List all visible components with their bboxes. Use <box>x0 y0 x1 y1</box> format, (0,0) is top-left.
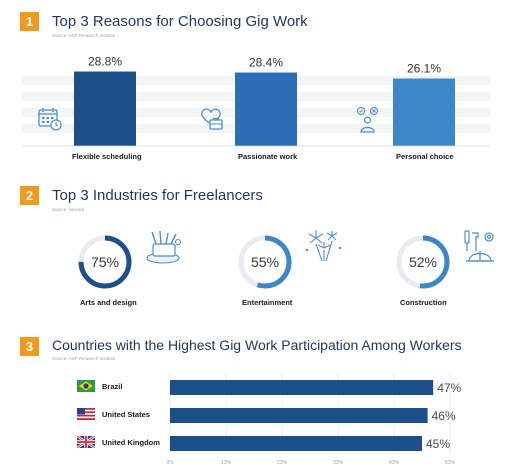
industry-label: Construction <box>400 298 447 307</box>
industry-ring-charts <box>78 235 450 289</box>
ring-arc <box>78 235 132 289</box>
bar-value-label: 28.8% <box>88 55 122 69</box>
country-bar <box>170 380 434 395</box>
bar-value-label: 28.4% <box>249 56 283 70</box>
country-label: United Kingdom <box>102 438 160 447</box>
countries-bar-chart: 0% 10% 20% 30% 40% 50% 47% 46% 45% <box>166 374 462 466</box>
country-label: Brazil <box>102 382 123 391</box>
industry-label: Arts and design <box>80 298 137 307</box>
category-label: Flexible scheduling <box>72 152 142 161</box>
bar-value-label: 47% <box>437 381 461 395</box>
ring-value-label: 52% <box>408 254 438 270</box>
uk-flag-icon <box>77 436 95 448</box>
section-source: Source: ADP Research Institute <box>52 356 116 361</box>
art-supplies-icon <box>146 230 181 264</box>
decision-person-icon <box>356 106 379 133</box>
x-tick-label: 40% <box>389 460 400 466</box>
ring-arc <box>396 235 450 289</box>
reason-bar <box>235 72 297 146</box>
section-source: Source: Upwork <box>52 207 85 212</box>
category-label: Passionate work <box>238 152 298 161</box>
construction-tools-icon <box>464 230 494 262</box>
bar-value-label: 45% <box>426 437 450 451</box>
heart-briefcase-icon <box>201 108 223 130</box>
section-title: Top 3 Industries for Freelancers <box>52 187 263 204</box>
category-label: Personal choice <box>396 152 454 161</box>
ring-value-label: 75% <box>90 254 120 270</box>
section-title: Top 3 Reasons for Choosing Gig Work <box>52 13 308 30</box>
x-tick-label: 20% <box>277 460 288 466</box>
bar-value-label: 46% <box>432 409 456 423</box>
country-label: United States <box>102 410 150 419</box>
x-tick-label: 50% <box>445 460 456 466</box>
section-number-badge: 2 <box>20 186 39 205</box>
x-tick-label: 0% <box>166 460 174 466</box>
section-title: Countries with the Highest Gig Work Part… <box>52 337 462 353</box>
reason-bar <box>393 78 455 146</box>
bar-value-label: 26.1% <box>407 62 441 76</box>
ring-arc <box>238 235 292 289</box>
section-number-badge: 3 <box>20 337 39 356</box>
us-flag-icon <box>77 408 95 420</box>
industry-label: Entertainment <box>242 298 293 307</box>
section-number-badge: 1 <box>20 12 39 31</box>
ring-value-label: 55% <box>250 254 280 270</box>
x-tick-label: 10% <box>221 460 232 466</box>
x-tick-label: 30% <box>333 460 344 466</box>
reasons-bar-chart: 28.8% 28.4% 26.1% <box>22 55 490 147</box>
brazil-flag-icon <box>77 380 95 392</box>
calendar-icon <box>38 108 62 131</box>
section-source: Source: ADP Research Institute <box>52 33 116 38</box>
country-bar <box>170 436 422 451</box>
reason-bar <box>74 71 136 146</box>
country-bar <box>170 408 428 423</box>
fireworks-icon <box>305 230 342 262</box>
